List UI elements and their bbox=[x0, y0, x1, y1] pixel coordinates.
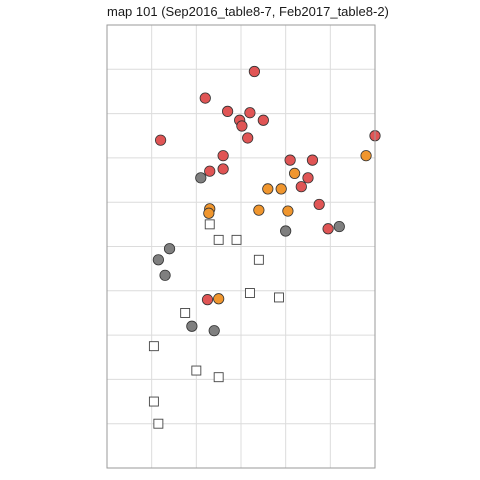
gray-circle-point bbox=[280, 225, 292, 237]
red-circle-point bbox=[322, 223, 334, 235]
red-circle-point bbox=[248, 65, 260, 78]
open-square-point bbox=[148, 396, 159, 407]
orange-circle-point bbox=[213, 293, 225, 305]
gray-circle-point bbox=[152, 254, 164, 266]
orange-circle-point bbox=[288, 167, 301, 180]
red-circle-point bbox=[199, 92, 211, 104]
red-circle-point bbox=[242, 132, 254, 144]
red-circle-point bbox=[257, 114, 269, 126]
gray-circle-point bbox=[195, 172, 207, 184]
data-points bbox=[148, 65, 381, 429]
open-square-point bbox=[180, 308, 191, 318]
open-square-point bbox=[274, 292, 284, 303]
gray-circle-point bbox=[333, 220, 345, 233]
red-circle-point bbox=[313, 198, 325, 211]
red-circle-point bbox=[295, 181, 307, 193]
chart-title: map 101 (Sep2016_table8-7, Feb2017_table… bbox=[107, 4, 389, 19]
red-circle-point bbox=[201, 294, 214, 306]
gray-circle-point bbox=[163, 243, 176, 255]
orange-circle-point bbox=[275, 183, 287, 195]
red-circle-point bbox=[302, 172, 314, 184]
gray-circle-point bbox=[159, 269, 171, 281]
red-circle-point bbox=[284, 154, 296, 166]
gray-circle-point bbox=[186, 320, 198, 332]
panel-border bbox=[106, 24, 376, 469]
open-square-point bbox=[191, 365, 202, 376]
orange-circle-point bbox=[203, 207, 215, 219]
open-square-point bbox=[148, 341, 159, 352]
open-square-point bbox=[231, 234, 242, 245]
gridlines bbox=[107, 25, 375, 468]
red-circle-point bbox=[244, 107, 256, 119]
orange-circle-point bbox=[282, 205, 294, 217]
open-square-point bbox=[153, 418, 164, 429]
red-circle-point bbox=[236, 120, 248, 132]
gray-circle-point bbox=[208, 325, 220, 337]
red-circle-point bbox=[155, 134, 167, 146]
open-square-point bbox=[253, 254, 264, 265]
orange-circle-point bbox=[360, 150, 372, 162]
orange-circle-point bbox=[262, 183, 274, 195]
open-square-point bbox=[213, 372, 224, 383]
red-circle-point bbox=[217, 150, 229, 162]
open-square-point bbox=[244, 288, 255, 298]
red-circle-point bbox=[306, 154, 319, 166]
red-circle-point bbox=[222, 105, 234, 117]
red-circle-point bbox=[217, 163, 229, 175]
open-square-point bbox=[213, 234, 224, 245]
open-square-point bbox=[204, 219, 215, 230]
red-circle-point bbox=[204, 165, 216, 177]
orange-circle-point bbox=[253, 204, 265, 216]
